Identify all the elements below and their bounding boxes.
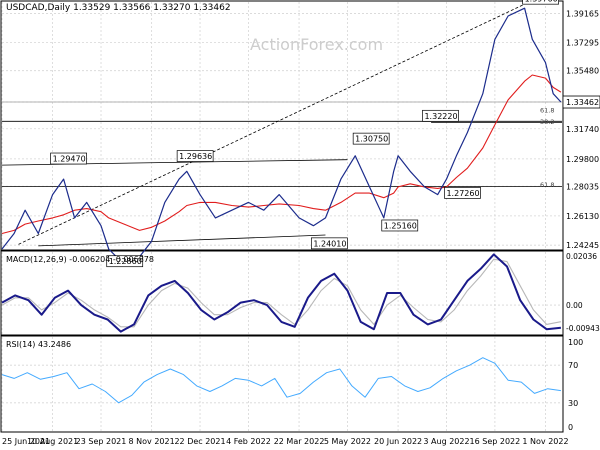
swing-label-box (106, 255, 144, 268)
swing-label: 1.27260 (446, 189, 479, 198)
macd-level-label: -0.009438 (566, 324, 600, 333)
series-lines (1, 7, 562, 404)
macd-panel-frame (0, 250, 564, 336)
swing-label: 1.25160 (384, 221, 417, 230)
price-tick-label: 1.37295 (566, 38, 599, 47)
swing-label-box (522, 0, 559, 5)
x-tick-label: 16 Sep 2022 (470, 437, 521, 446)
price-tick-label: 1.26130 (566, 212, 599, 221)
price-tick-label: 1.35480 (566, 67, 599, 76)
price-tick-label: 1.28035 (566, 182, 599, 191)
swing-label: 1.24010 (313, 239, 346, 248)
channel-lower-line (38, 234, 326, 247)
x-tick-label: 10 Aug 2021 (27, 437, 78, 446)
macd-level-label: 0.02036 (566, 252, 597, 261)
rsi-level-label: 100 (568, 338, 583, 347)
x-tick-label: 8 Nov 2021 (129, 437, 175, 446)
rsi-level-label: 0 (568, 423, 573, 432)
price-tick-label: 1.31740 (566, 125, 599, 134)
chart-title: USDCAD,Daily 1.33529 1.33566 1.33270 1.3… (6, 3, 231, 13)
x-tick-label: 5 May 2022 (324, 437, 371, 446)
x-tick-label: 4 Feb 2022 (226, 437, 271, 446)
price-line (1, 7, 562, 266)
macd-signal-line (1, 258, 562, 328)
fib-label: 61.8 (540, 106, 554, 114)
macd-line (1, 253, 562, 333)
swing-label-box (311, 237, 348, 250)
fib-label: 61.8 (540, 181, 554, 189)
guide-lines (1, 3, 562, 247)
current-price-box (562, 95, 600, 109)
swing-label-box (444, 187, 481, 199)
swing-label-box (381, 219, 419, 232)
swing-label-box (50, 152, 87, 165)
swing-label-box (422, 109, 459, 122)
swing-label: 1.32220 (424, 112, 457, 121)
current-price-label: 1.33462 (566, 98, 599, 107)
swing-label-box (176, 150, 214, 162)
rsi-line (1, 357, 561, 404)
rsi-level-label: 70 (568, 361, 578, 370)
x-tick-label: 22 Mar 2022 (274, 437, 325, 446)
swing-label-box (352, 132, 390, 145)
swing-label: 1.30750 (355, 135, 388, 144)
watermark: ActionForex.com (250, 35, 383, 54)
rsi-level-label: 30 (568, 399, 578, 408)
macd-level-label: 0.00 (566, 301, 583, 310)
swing-label: 1.29470 (53, 155, 86, 164)
x-tick-label: 20 Jun 2022 (374, 437, 422, 446)
price-tick-label: 1.24245 (566, 241, 599, 250)
macd-title: MACD(12,26,9) -0.006204 -0.006878 (6, 255, 154, 264)
x-tick-label: 25 Jun 2021 (2, 437, 50, 446)
trend-line-dashed (18, 3, 525, 245)
x-tick-label: 1 Nov 2022 (522, 437, 568, 446)
rsi-panel-frame (0, 335, 564, 433)
price-tick-label: 1.29800 (566, 155, 599, 164)
x-tick-label: 22 Dec 2021 (174, 437, 225, 446)
price-tick-label: 1.39165 (566, 9, 599, 18)
swing-label: 1.39760 (525, 0, 558, 4)
fib-label: 38.2 (540, 118, 554, 126)
swing-label: 1.22860 (109, 257, 142, 266)
rsi-title: RSI(14) 43.2486 (6, 340, 71, 349)
swing-label: 1.29636 (179, 152, 212, 161)
x-tick-label: 23 Sep 2021 (76, 437, 127, 446)
x-tick-label: 3 Aug 2022 (423, 437, 469, 446)
